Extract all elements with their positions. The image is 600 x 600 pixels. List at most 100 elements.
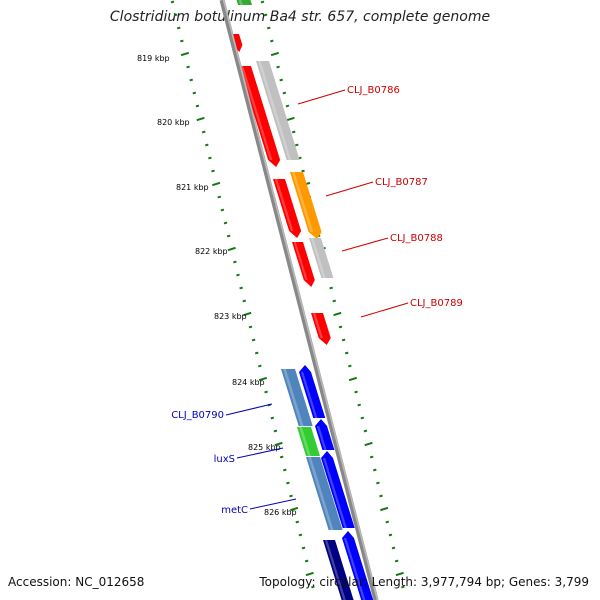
leader-lines: CLJ_B0786 CLJ_B0787 CLJ_B0788 CLJ_B0789 CLJ_… [171,85,463,516]
kbp-label: 826 kbp [264,508,297,517]
outer-tick-minor [270,416,275,420]
gene-block-orange-sheen [291,172,314,232]
inner-tick-minor [376,481,380,485]
outer-tick-major [196,116,205,122]
gene-arrow-red-sheen [312,313,323,338]
gene-block-steelblue-sheen [308,457,334,530]
gene-arrow-red [311,313,331,345]
gene-arrow-blue [342,531,374,600]
gene-block-steelblue-sheen [283,369,304,426]
inner-tick-minor [344,351,349,355]
inner-tick-minor [270,39,274,43]
outer-tick-minor [289,494,293,498]
inner-tick-minor [260,0,265,4]
inner-tick-minor [391,546,396,550]
outer-tick-minor [236,273,240,277]
kbp-label: 821 kbp [176,183,209,192]
outer-tick-minor [176,26,181,30]
gene-arrow-red [273,179,302,238]
feature-blocks [229,0,374,600]
outer-tick-minor [211,169,215,173]
inner-tick-minor [354,390,358,394]
outer-tick-minor [201,130,206,134]
gene-block-green [297,427,320,456]
outer-tick-minor [304,559,309,563]
kbp-label: 820 kbp [157,118,190,127]
gene-arrow-blue-sheen [300,372,318,418]
gene-block-green-sheen [299,427,311,456]
inner-tick-minor [401,585,405,589]
gene-block-steelblue [281,369,313,426]
kbp-label: 823 kbp [214,312,247,321]
inner-tick-minor [279,78,284,82]
inner-tick-major [348,376,358,382]
inner-tick-minor [266,26,271,30]
inner-tick-minor [338,325,343,329]
outer-tick-minor [192,91,197,95]
gene-label: metC [221,505,248,516]
outer-tick-minor [254,351,259,355]
gene-arrow-red-sheen [240,66,273,160]
gene-arrow-blue-sheen [322,458,347,528]
outer-tick-major [227,246,236,252]
leader-line [249,498,297,510]
inner-tick-minor [360,416,365,420]
map-title: Clostridium botulinum Ba4 str. 657, comp… [109,9,491,25]
inner-tick-minor [276,65,280,69]
gene-arrow-red-sheen [293,242,308,280]
kbp-label: 822 kbp [195,247,228,256]
outer-tick-minor [217,195,222,199]
kbp-label: 824 kbp [232,378,265,387]
gene-label: CLJ_B0788 [390,233,443,244]
kbp-labels: 819 kbp 820 kbp 821 kbp 822 kbp 823 kbp 824 k… [137,54,297,517]
inner-tick-minor [285,104,290,108]
gene-label: CLJ_B0789 [410,298,463,309]
gene-arrow-red [239,66,281,167]
leader-line [341,237,389,252]
gene-arrow-blue-sheen [343,538,366,600]
inner-tick-major [333,311,342,317]
leader-line [236,447,284,459]
outer-tick-minor [282,468,287,472]
gene-label: CLJ_B0790 [171,410,224,421]
inner-tick-minor [332,299,337,303]
gene-block-grey [256,61,300,160]
gene-label: CLJ_B0787 [375,177,428,188]
outer-tick-minor [251,338,256,342]
inner-tick-minor [291,130,296,134]
outer-tick-major [305,571,314,577]
gene-label: luxS [214,454,235,465]
accession-text: Accession: NC_012658 [8,575,145,589]
outer-tick-minor [242,299,247,303]
outer-tick-minor [279,455,284,459]
outer-tick-minor [239,286,243,290]
outer-tick-minor [220,208,225,212]
gene-block-navy-sheen [324,540,346,600]
outer-tick-major [212,181,221,187]
backbone-highlight [222,0,379,600]
inner-tick-minor [363,429,368,433]
outer-tick-minor [180,39,184,43]
inner-tick-minor [379,494,383,498]
gene-block-navy [323,540,354,600]
gene-arrow-blue [315,419,335,450]
gene-block-grey-sheen [310,238,326,278]
inner-tick-major [395,571,404,577]
outer-tick-minor [301,546,306,550]
outer-tick-major [258,376,268,382]
outer-tick-minor [208,156,212,160]
leader-line [297,89,346,105]
backbone-line [219,0,379,600]
leader-line [360,302,409,318]
outer-tick-major [243,311,252,317]
gene-block-grey [309,238,334,278]
kbp-label: 825 kbp [248,443,281,452]
outer-tick-track [170,0,315,589]
outer-tick-minor [264,390,268,394]
gene-block-orange [290,172,322,239]
outer-tick-major [180,51,190,57]
inner-tick-minor [394,559,399,563]
inner-tick-minor [369,455,374,459]
outer-tick-minor [258,364,262,368]
